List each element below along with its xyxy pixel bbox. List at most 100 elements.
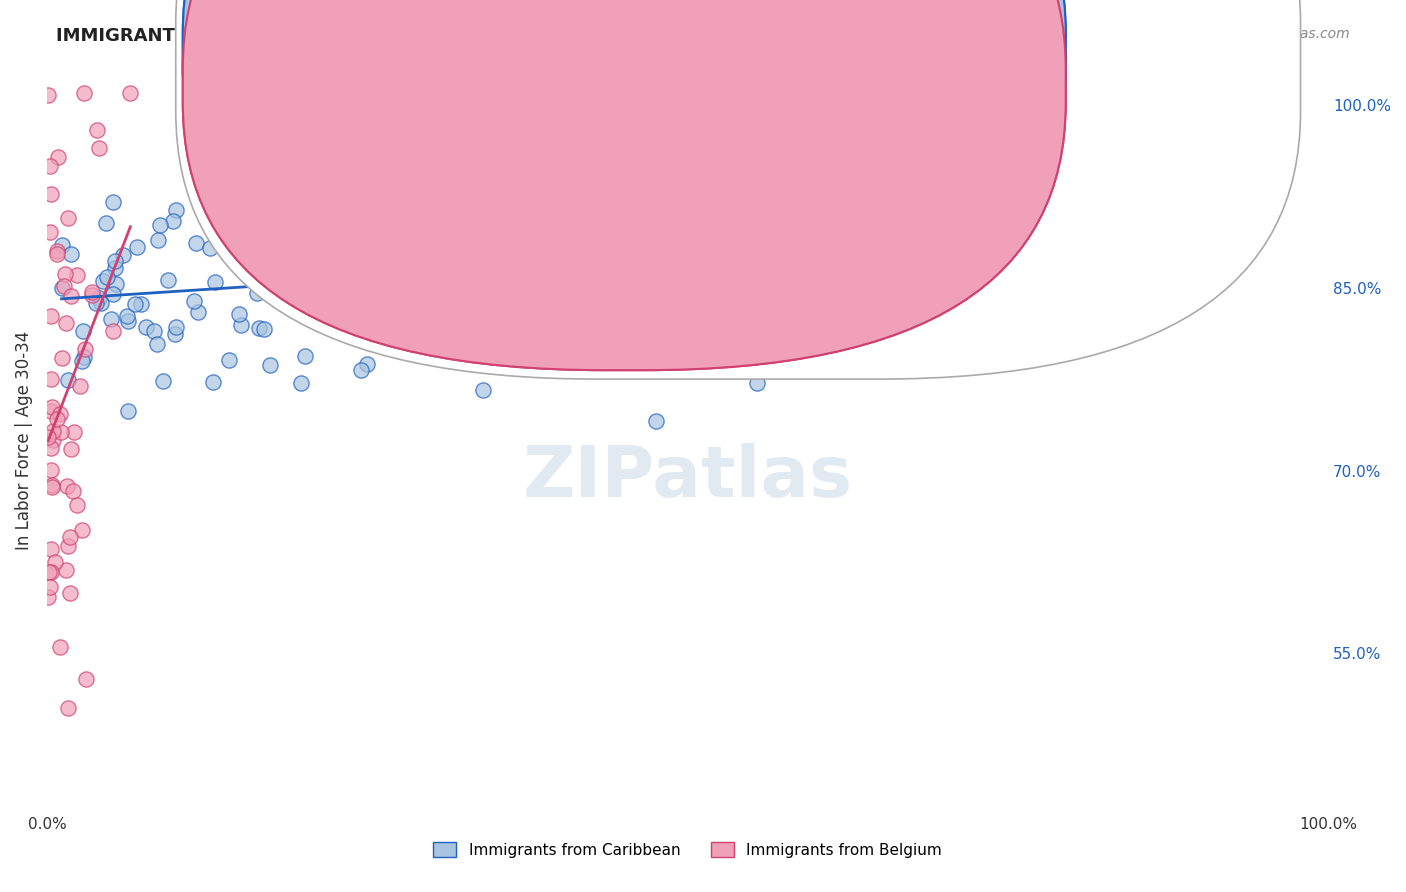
Text: Source: ZipAtlas.com: Source: ZipAtlas.com	[1202, 27, 1350, 41]
Immigrants from Caribbean	[664, 153, 686, 167]
Immigrants from Caribbean	[105, 277, 128, 292]
Immigrants from Belgium	[89, 141, 111, 155]
Immigrants from Caribbean	[823, 289, 845, 303]
Immigrants from Caribbean	[523, 310, 546, 325]
Immigrants from Caribbean	[692, 199, 714, 213]
Immigrants from Caribbean	[516, 322, 538, 336]
Immigrants from Belgium	[41, 480, 63, 494]
Immigrants from Caribbean	[333, 183, 356, 197]
Immigrants from Belgium	[53, 267, 76, 281]
Immigrants from Belgium	[55, 479, 77, 493]
Immigrants from Caribbean	[142, 324, 165, 338]
Immigrants from Caribbean	[204, 275, 226, 289]
Immigrants from Caribbean	[531, 218, 554, 232]
Immigrants from Caribbean	[585, 244, 607, 258]
Immigrants from Caribbean	[616, 297, 638, 311]
Y-axis label: In Labor Force | Age 30-34: In Labor Force | Age 30-34	[15, 331, 32, 549]
Immigrants from Belgium	[39, 225, 62, 239]
Immigrants from Belgium	[38, 159, 60, 173]
Immigrants from Belgium	[41, 401, 63, 415]
Immigrants from Caribbean	[149, 218, 172, 232]
Immigrants from Caribbean	[554, 282, 576, 296]
Immigrants from Caribbean	[662, 177, 685, 191]
Immigrants from Belgium	[56, 701, 79, 715]
Immigrants from Caribbean	[162, 214, 184, 228]
Immigrants from Caribbean	[387, 293, 409, 307]
Immigrants from Caribbean	[183, 293, 205, 308]
Immigrants from Caribbean	[354, 188, 377, 202]
Immigrants from Caribbean	[259, 358, 281, 372]
Immigrants from Caribbean	[152, 375, 174, 389]
Immigrants from Belgium	[39, 372, 62, 386]
Immigrants from Belgium	[75, 672, 97, 686]
Immigrants from Caribbean	[156, 273, 179, 287]
Immigrants from Belgium	[51, 425, 73, 440]
Immigrants from Caribbean	[307, 227, 329, 241]
Immigrants from Caribbean	[550, 274, 572, 288]
Immigrants from Caribbean	[94, 216, 117, 230]
Immigrants from Belgium	[58, 585, 80, 599]
Immigrants from Caribbean	[309, 273, 332, 287]
Immigrants from Caribbean	[291, 279, 314, 293]
Immigrants from Caribbean	[129, 297, 152, 311]
Immigrants from Belgium	[46, 247, 69, 261]
Immigrants from Caribbean	[555, 176, 578, 190]
Immigrants from Belgium	[70, 523, 93, 537]
Immigrants from Belgium	[39, 580, 62, 594]
Immigrants from Caribbean	[103, 261, 125, 276]
Immigrants from Caribbean	[287, 215, 309, 229]
Immigrants from Caribbean	[440, 337, 463, 351]
Immigrants from Caribbean	[350, 363, 373, 377]
Immigrants from Caribbean	[782, 217, 804, 231]
Immigrants from Caribbean	[315, 233, 337, 247]
Immigrants from Caribbean	[314, 318, 336, 333]
Immigrants from Caribbean	[208, 217, 231, 231]
Immigrants from Belgium	[101, 324, 124, 338]
Immigrants from Belgium	[51, 351, 73, 365]
Immigrants from Caribbean	[165, 203, 187, 218]
Immigrants from Caribbean	[343, 264, 366, 278]
Immigrants from Belgium	[58, 211, 80, 225]
Immigrants from Caribbean	[488, 128, 510, 143]
Immigrants from Caribbean	[321, 278, 343, 293]
Immigrants from Caribbean	[845, 264, 868, 278]
Immigrants from Caribbean	[290, 376, 312, 390]
Immigrants from Caribbean	[905, 291, 928, 305]
Immigrants from Belgium	[39, 309, 62, 323]
Immigrants from Belgium	[120, 86, 142, 100]
Immigrants from Caribbean	[249, 224, 271, 238]
Immigrants from Caribbean	[557, 287, 579, 301]
Immigrants from Caribbean	[100, 312, 122, 326]
Immigrants from Caribbean	[308, 285, 330, 300]
Immigrants from Caribbean	[1219, 212, 1241, 227]
Immigrants from Caribbean	[659, 231, 682, 245]
Immigrants from Caribbean	[337, 210, 360, 224]
Immigrants from Belgium	[55, 563, 77, 577]
Immigrants from Caribbean	[72, 324, 94, 338]
Immigrants from Caribbean	[115, 309, 138, 323]
Immigrants from Belgium	[39, 442, 62, 456]
Immigrants from Caribbean	[228, 307, 250, 321]
Immigrants from Caribbean	[117, 314, 139, 328]
Immigrants from Caribbean	[146, 233, 169, 247]
Immigrants from Caribbean	[70, 354, 93, 368]
Immigrants from Caribbean	[135, 320, 157, 334]
Immigrants from Belgium	[60, 289, 83, 303]
Immigrants from Caribbean	[104, 254, 127, 268]
Immigrants from Belgium	[39, 565, 62, 579]
Immigrants from Caribbean	[430, 241, 453, 255]
Immigrants from Belgium	[55, 316, 77, 330]
Legend: Immigrants from Caribbean, Immigrants from Belgium: Immigrants from Caribbean, Immigrants fr…	[427, 836, 948, 863]
Immigrants from Caribbean	[305, 220, 328, 235]
Immigrants from Caribbean	[714, 252, 737, 266]
Immigrants from Caribbean	[236, 225, 259, 239]
Immigrants from Caribbean	[89, 291, 111, 305]
Immigrants from Caribbean	[198, 241, 221, 255]
Immigrants from Belgium	[72, 86, 94, 100]
Text: R = 0.202   N = 146: R = 0.202 N = 146	[648, 40, 845, 58]
Immigrants from Caribbean	[253, 322, 276, 336]
Immigrants from Caribbean	[479, 221, 502, 235]
Immigrants from Caribbean	[146, 336, 169, 351]
Immigrants from Caribbean	[644, 414, 666, 428]
Immigrants from Caribbean	[603, 176, 626, 190]
